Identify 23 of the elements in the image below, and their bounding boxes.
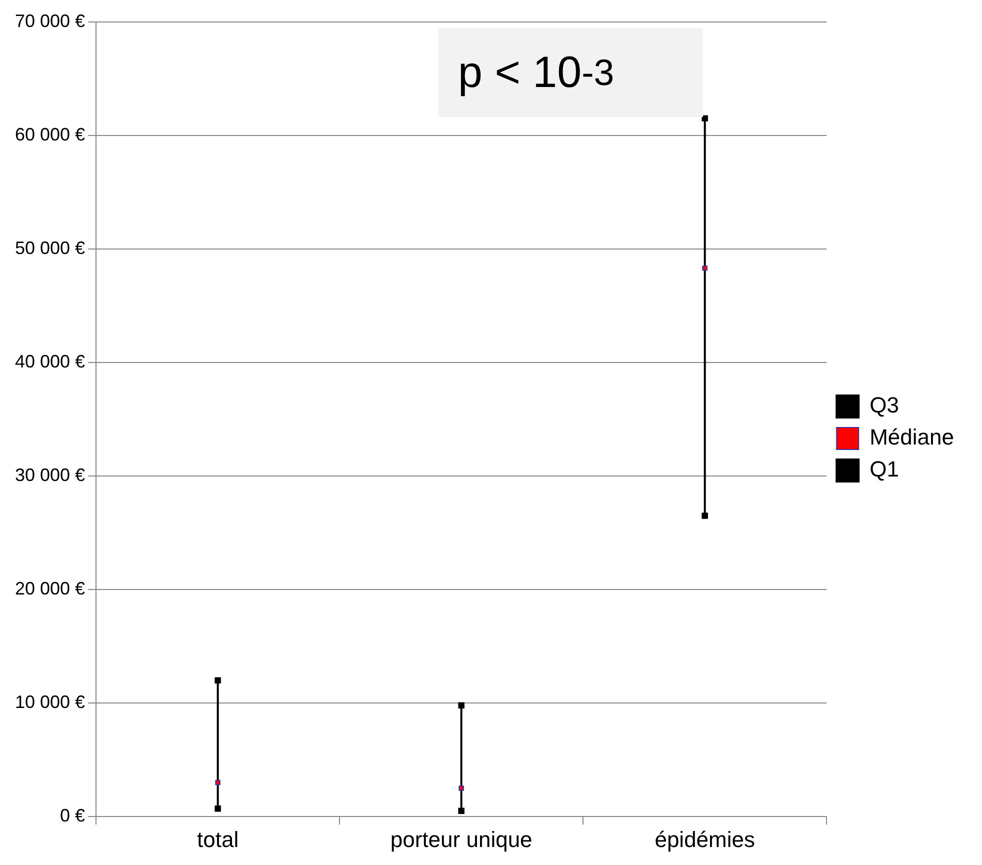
x-tick-label: épidémies xyxy=(654,826,755,852)
point xyxy=(214,677,221,684)
y-tick-label: 0 € xyxy=(60,806,86,826)
x-tick-label: porteur unique xyxy=(390,826,532,852)
y-tick-label: 60 000 € xyxy=(14,124,86,144)
point xyxy=(458,702,464,708)
point xyxy=(702,266,708,271)
point xyxy=(458,808,464,814)
x-tick-label: total xyxy=(197,826,239,852)
point xyxy=(215,780,220,786)
y-tick-label: 20 000 € xyxy=(14,578,86,598)
y-tick-label: 50 000 € xyxy=(14,238,86,258)
y-tick-label: 30 000 € xyxy=(14,464,86,485)
legend-label: Q1 xyxy=(870,456,899,482)
point xyxy=(214,806,221,812)
y-tick-label: 40 000 € xyxy=(14,351,86,372)
legend-label: Q3 xyxy=(870,392,899,418)
legend-label: Médiane xyxy=(870,424,954,450)
y-tick-label: 70 000 € xyxy=(14,10,86,31)
y-tick-label: 10 000 € xyxy=(14,692,86,712)
point xyxy=(702,115,708,122)
point xyxy=(702,512,708,519)
point xyxy=(458,786,464,791)
